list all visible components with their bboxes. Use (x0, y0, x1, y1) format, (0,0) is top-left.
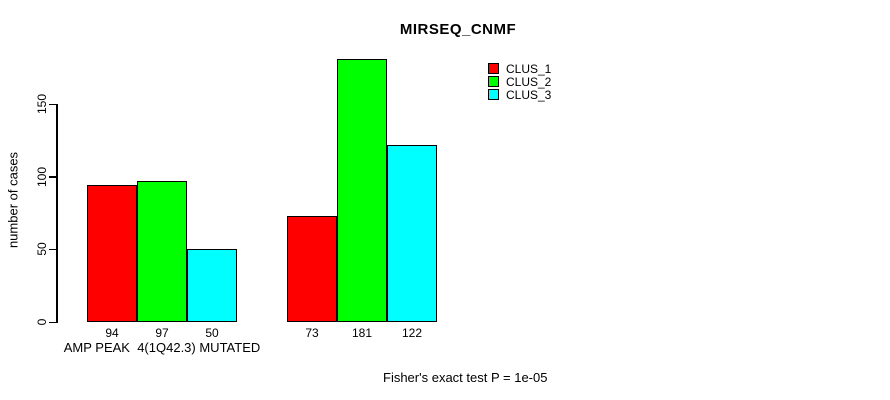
legend-label: CLUS_2 (506, 74, 552, 89)
bar-value-label: 50 (205, 326, 219, 340)
legend-swatch-icon (488, 76, 499, 87)
legend-label: CLUS_3 (506, 87, 552, 102)
legend-item-clus_2: CLUS_2 (488, 74, 552, 89)
y-axis-tick (49, 321, 56, 323)
x-category-label: AMP PEAK 4(1Q42.3) MUTATED (63, 340, 261, 355)
chart-title: MIRSEQ_CNMF (399, 21, 517, 38)
y-axis-tick-label: 100 (35, 166, 49, 187)
bar-clus_2-group1 (137, 181, 187, 322)
y-axis-tick (49, 248, 56, 251)
legend-item-clus_3: CLUS_3 (488, 87, 552, 102)
bar-value-label: 73 (305, 326, 319, 340)
bar-value-label: 94 (105, 326, 119, 340)
fisher-test-annotation: Fisher's exact test P = 1e-05 (383, 370, 548, 385)
bar-clus_3-group2 (387, 144, 437, 322)
bar-clus_2-group2 (337, 58, 387, 322)
legend-label: CLUS_1 (506, 61, 552, 76)
y-axis-tick-label: 50 (35, 242, 49, 257)
bar-value-label: 181 (351, 326, 373, 340)
legend-swatch-icon (488, 89, 499, 100)
bar-value-label: 122 (401, 326, 423, 340)
y-axis-line (56, 104, 58, 323)
legend: CLUS_1 CLUS_2 CLUS_3 (488, 61, 552, 102)
y-axis-tick (49, 176, 56, 178)
y-axis-tick-label: 0 (35, 318, 49, 326)
bar-value-label: 97 (155, 326, 169, 340)
bar-clus_1-group2 (287, 215, 337, 322)
bar-clus_3-group1 (187, 249, 237, 322)
legend-swatch-icon (488, 63, 499, 74)
bar-clus_1-group1 (87, 185, 137, 322)
y-axis-tick-label: 150 (35, 93, 49, 115)
y-axis-tick (49, 103, 56, 105)
legend-item-clus_1: CLUS_1 (488, 61, 552, 76)
y-axis-title: number of cases (5, 151, 21, 249)
